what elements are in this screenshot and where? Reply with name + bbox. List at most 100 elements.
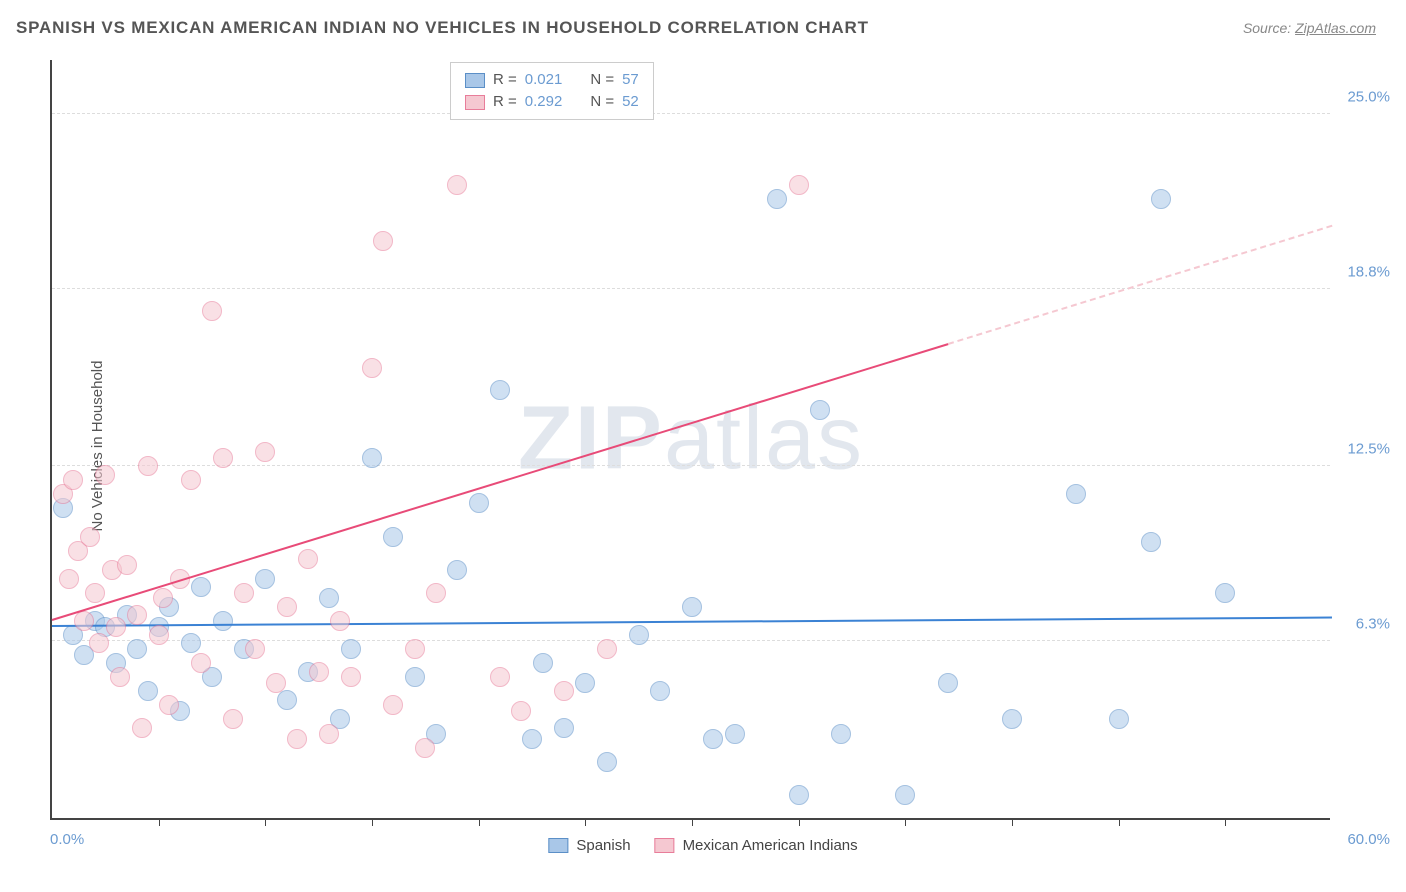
data-point (266, 673, 286, 693)
x-tick (479, 818, 480, 826)
data-point (703, 729, 723, 749)
data-point (383, 695, 403, 715)
data-point (789, 785, 809, 805)
y-tick-label: 6.3% (1356, 615, 1390, 632)
data-point (341, 667, 361, 687)
data-point (597, 752, 617, 772)
data-point (63, 470, 83, 490)
data-point (1151, 189, 1171, 209)
y-tick-label: 25.0% (1347, 89, 1390, 106)
data-point (255, 442, 275, 462)
data-point (159, 695, 179, 715)
data-point (138, 681, 158, 701)
data-point (725, 724, 745, 744)
n-value-spanish: 57 (622, 69, 639, 91)
data-point (74, 611, 94, 631)
data-point (106, 617, 126, 637)
data-point (447, 175, 467, 195)
legend-row-spanish: R = 0.021 N = 57 (465, 69, 639, 91)
data-point (629, 625, 649, 645)
data-point (181, 470, 201, 490)
data-point (277, 597, 297, 617)
swatch-mexican (655, 838, 675, 853)
data-point (319, 724, 339, 744)
data-point (682, 597, 702, 617)
x-tick (1119, 818, 1120, 826)
data-point (138, 456, 158, 476)
data-point (153, 588, 173, 608)
correlation-legend: R = 0.021 N = 57 R = 0.292 N = 52 (450, 62, 654, 120)
source-prefix: Source: (1243, 20, 1295, 36)
data-point (1066, 484, 1086, 504)
data-point (223, 709, 243, 729)
x-tick (265, 818, 266, 826)
y-tick-label: 12.5% (1347, 441, 1390, 458)
r-value-spanish: 0.021 (525, 69, 563, 91)
legend-item-spanish: Spanish (548, 837, 630, 854)
data-point (405, 667, 425, 687)
data-point (127, 639, 147, 659)
data-point (373, 231, 393, 251)
data-point (383, 527, 403, 547)
scatter-plot-area: ZIPatlas 6.3%12.5%18.8%25.0%0.0%60.0% (50, 60, 1330, 820)
data-point (117, 555, 137, 575)
data-point (767, 189, 787, 209)
data-point (181, 633, 201, 653)
data-point (80, 527, 100, 547)
x-tick (1225, 818, 1226, 826)
data-point (319, 588, 339, 608)
swatch-spanish (465, 73, 485, 88)
data-point (245, 639, 265, 659)
trend-line (52, 616, 1332, 626)
trend-line-extrapolated (948, 225, 1333, 345)
data-point (405, 639, 425, 659)
data-point (554, 681, 574, 701)
x-tick (905, 818, 906, 826)
data-point (127, 605, 147, 625)
series-legend: Spanish Mexican American Indians (548, 837, 857, 854)
data-point (202, 301, 222, 321)
data-point (362, 448, 382, 468)
data-point (490, 667, 510, 687)
gridline (52, 465, 1330, 466)
data-point (213, 611, 233, 631)
source-link[interactable]: ZipAtlas.com (1295, 20, 1376, 36)
data-point (213, 448, 233, 468)
data-point (149, 625, 169, 645)
x-axis-min-label: 0.0% (50, 831, 84, 848)
data-point (447, 560, 467, 580)
data-point (1109, 709, 1129, 729)
data-point (810, 400, 830, 420)
data-point (554, 718, 574, 738)
data-point (191, 577, 211, 597)
legend-label: Mexican American Indians (683, 837, 858, 854)
data-point (341, 639, 361, 659)
data-point (85, 583, 105, 603)
data-point (1002, 709, 1022, 729)
x-tick (799, 818, 800, 826)
data-point (650, 681, 670, 701)
x-tick (692, 818, 693, 826)
x-axis-max-label: 60.0% (1347, 831, 1390, 848)
chart-title: SPANISH VS MEXICAN AMERICAN INDIAN NO VE… (16, 18, 869, 38)
gridline (52, 288, 1330, 289)
swatch-mexican (465, 95, 485, 110)
source-credit: Source: ZipAtlas.com (1243, 20, 1376, 36)
data-point (1141, 532, 1161, 552)
data-point (309, 662, 329, 682)
data-point (234, 583, 254, 603)
data-point (95, 465, 115, 485)
r-label: R = (493, 91, 517, 113)
data-point (298, 549, 318, 569)
data-point (831, 724, 851, 744)
data-point (287, 729, 307, 749)
data-point (789, 175, 809, 195)
data-point (255, 569, 275, 589)
data-point (191, 653, 211, 673)
r-value-mexican: 0.292 (525, 91, 563, 113)
data-point (938, 673, 958, 693)
data-point (426, 583, 446, 603)
data-point (110, 667, 130, 687)
n-value-mexican: 52 (622, 91, 639, 113)
data-point (575, 673, 595, 693)
